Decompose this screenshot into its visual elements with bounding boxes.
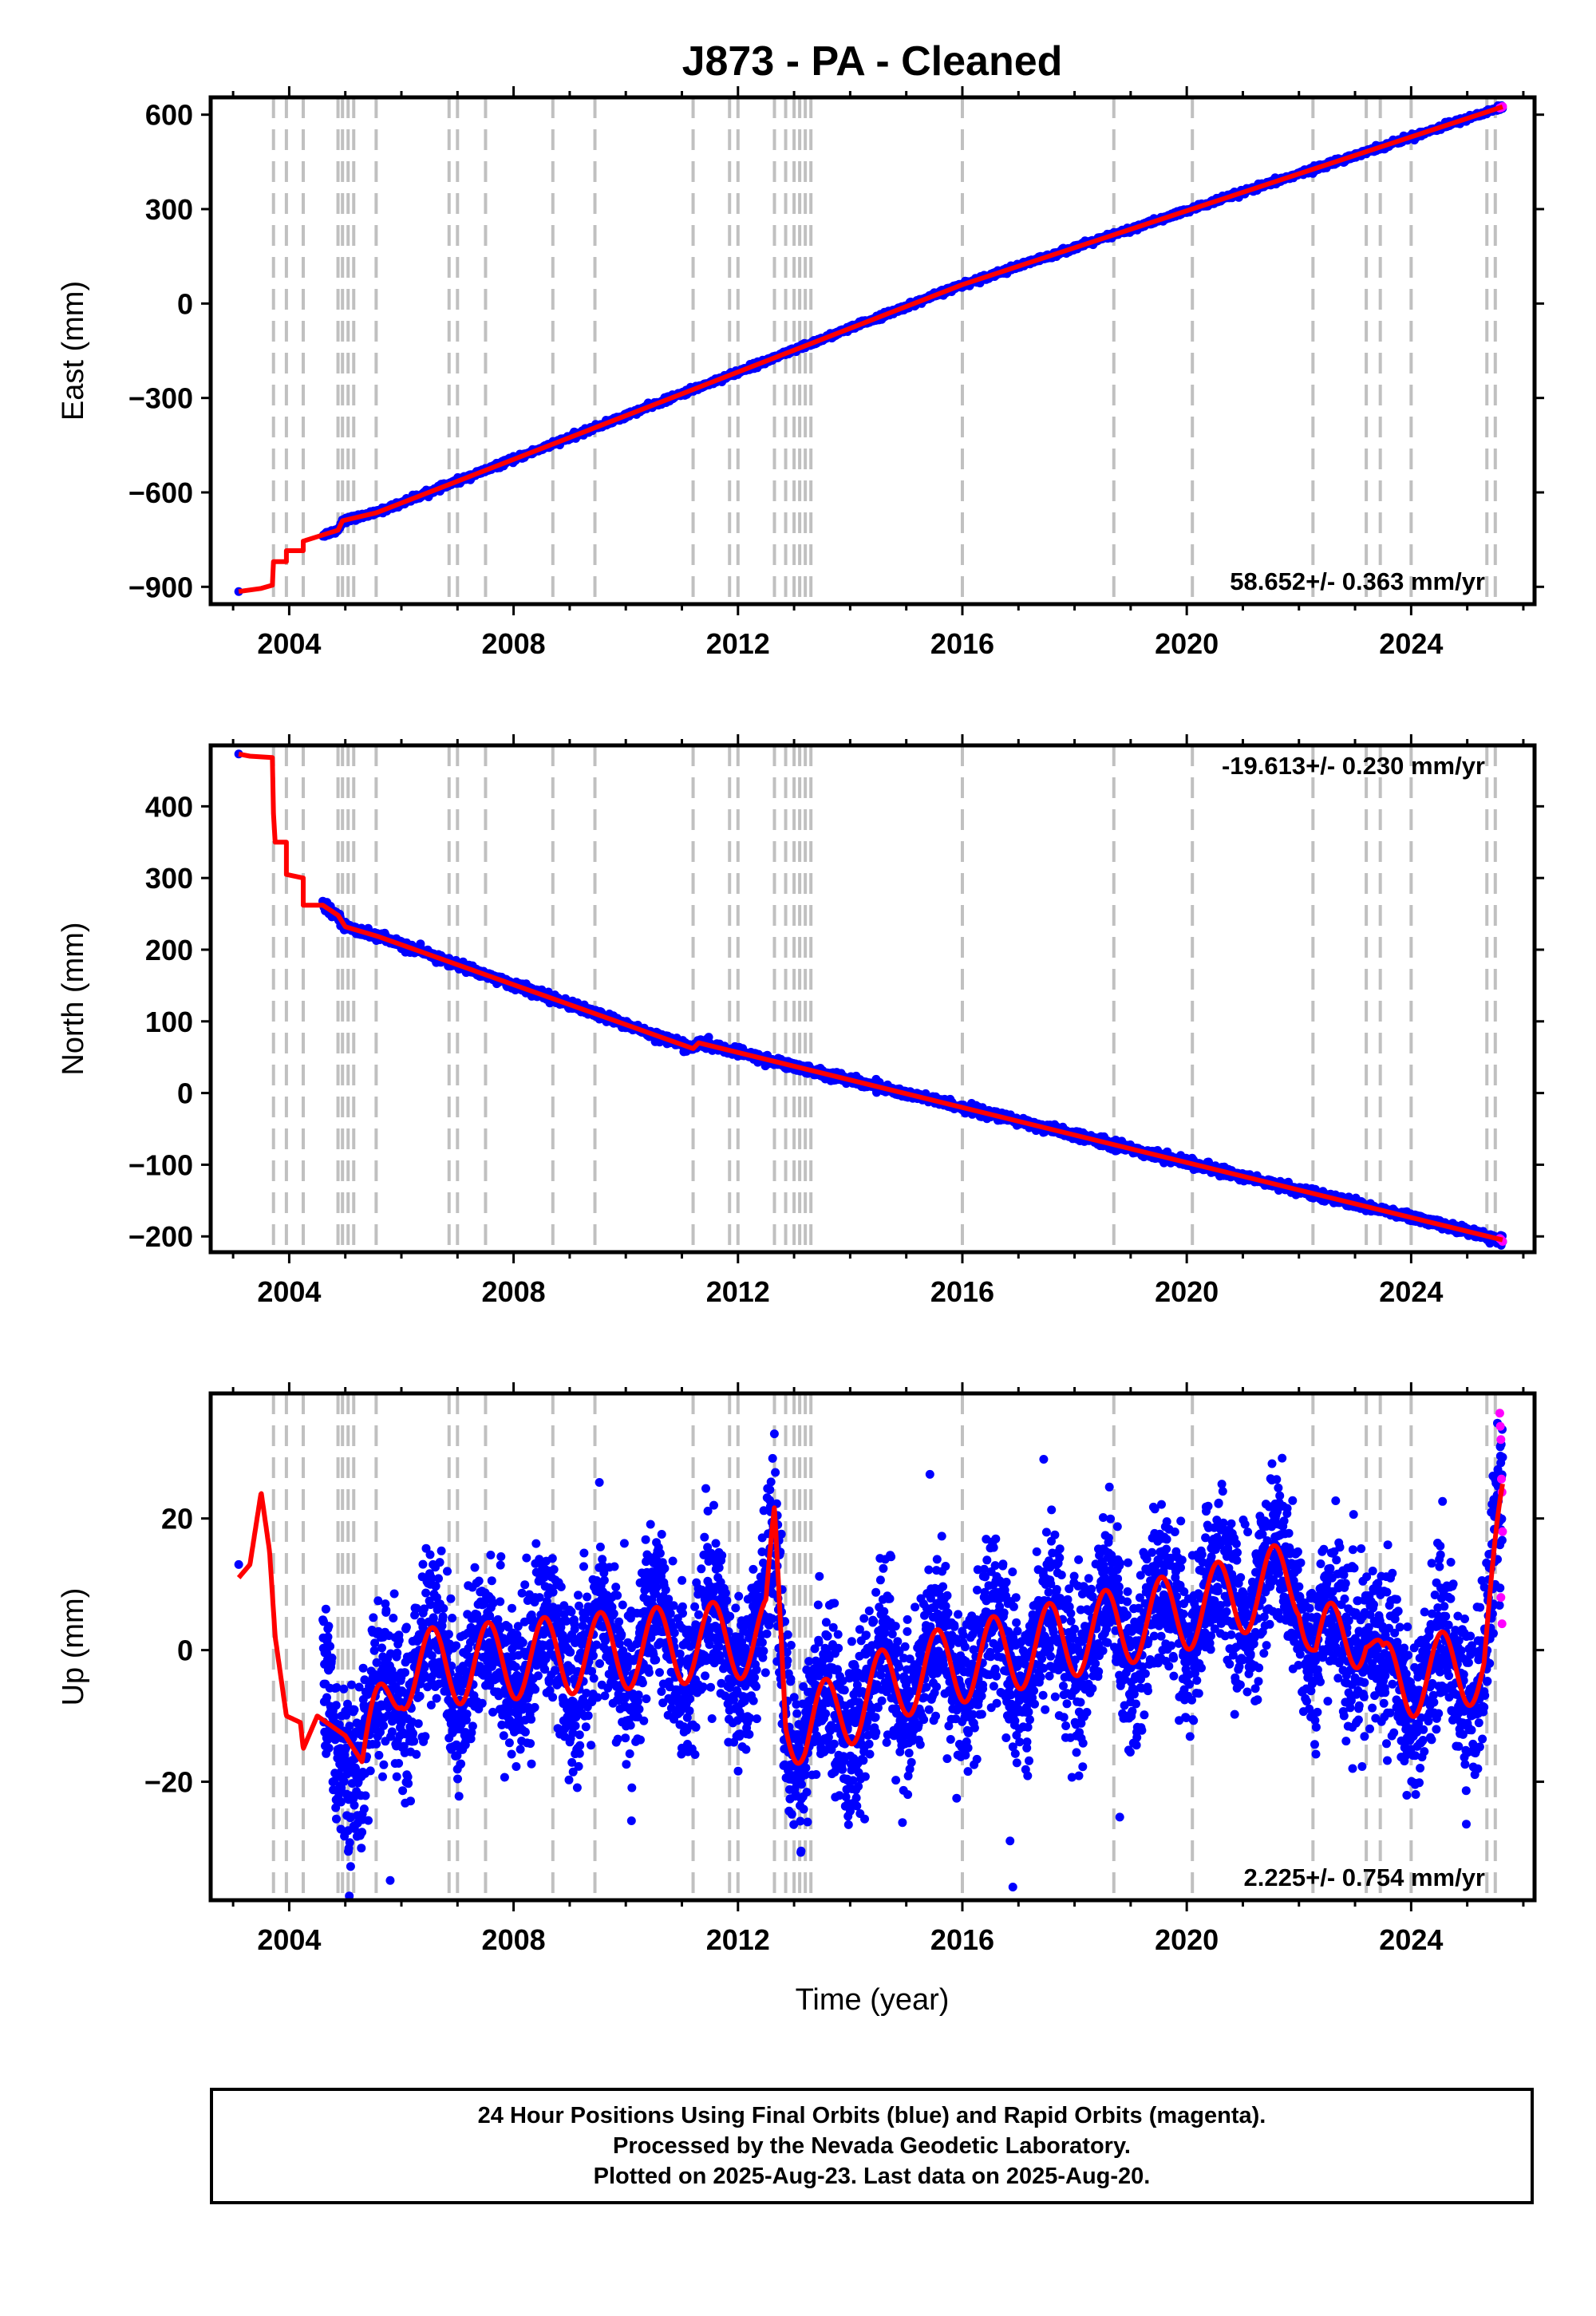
x-tick-label: 2012	[706, 627, 770, 660]
final-points	[234, 101, 1507, 596]
y-tick-label: 0	[177, 287, 193, 320]
x-tick-label: 2008	[482, 627, 546, 660]
y-tick-label: 600	[145, 99, 193, 132]
y-tick-label: −600	[128, 476, 193, 509]
x-tick-label: 2024	[1379, 627, 1443, 660]
panels-container: −900 −600 −300 0 300 600 2004 2008 2012 2016 2020 2…	[57, 86, 1544, 1956]
x-tick-label: 2016	[930, 627, 994, 660]
x-tick-label: 2004	[257, 627, 321, 660]
x-tick-label: 2020	[1155, 627, 1219, 660]
y-axis-label: East (mm)	[57, 281, 90, 421]
figure-title: J873 - PA - Cleaned	[682, 38, 1063, 85]
y-tick-label: 300	[145, 193, 193, 226]
panel-frame	[208, 95, 1537, 607]
event-lines	[271, 745, 1497, 1252]
y-tick-label: −900	[128, 571, 193, 603]
model-line	[238, 104, 1503, 595]
y-tick-label: −300	[128, 382, 193, 415]
event-lines	[271, 97, 1497, 604]
final-points	[234, 749, 1507, 1250]
rate-label: 58.652+/- 0.363 mm/yr	[1230, 567, 1485, 595]
panel-east: −900 −600 −300 0 300 600 2004 2008 2012 2016 2020 2…	[57, 86, 1544, 660]
